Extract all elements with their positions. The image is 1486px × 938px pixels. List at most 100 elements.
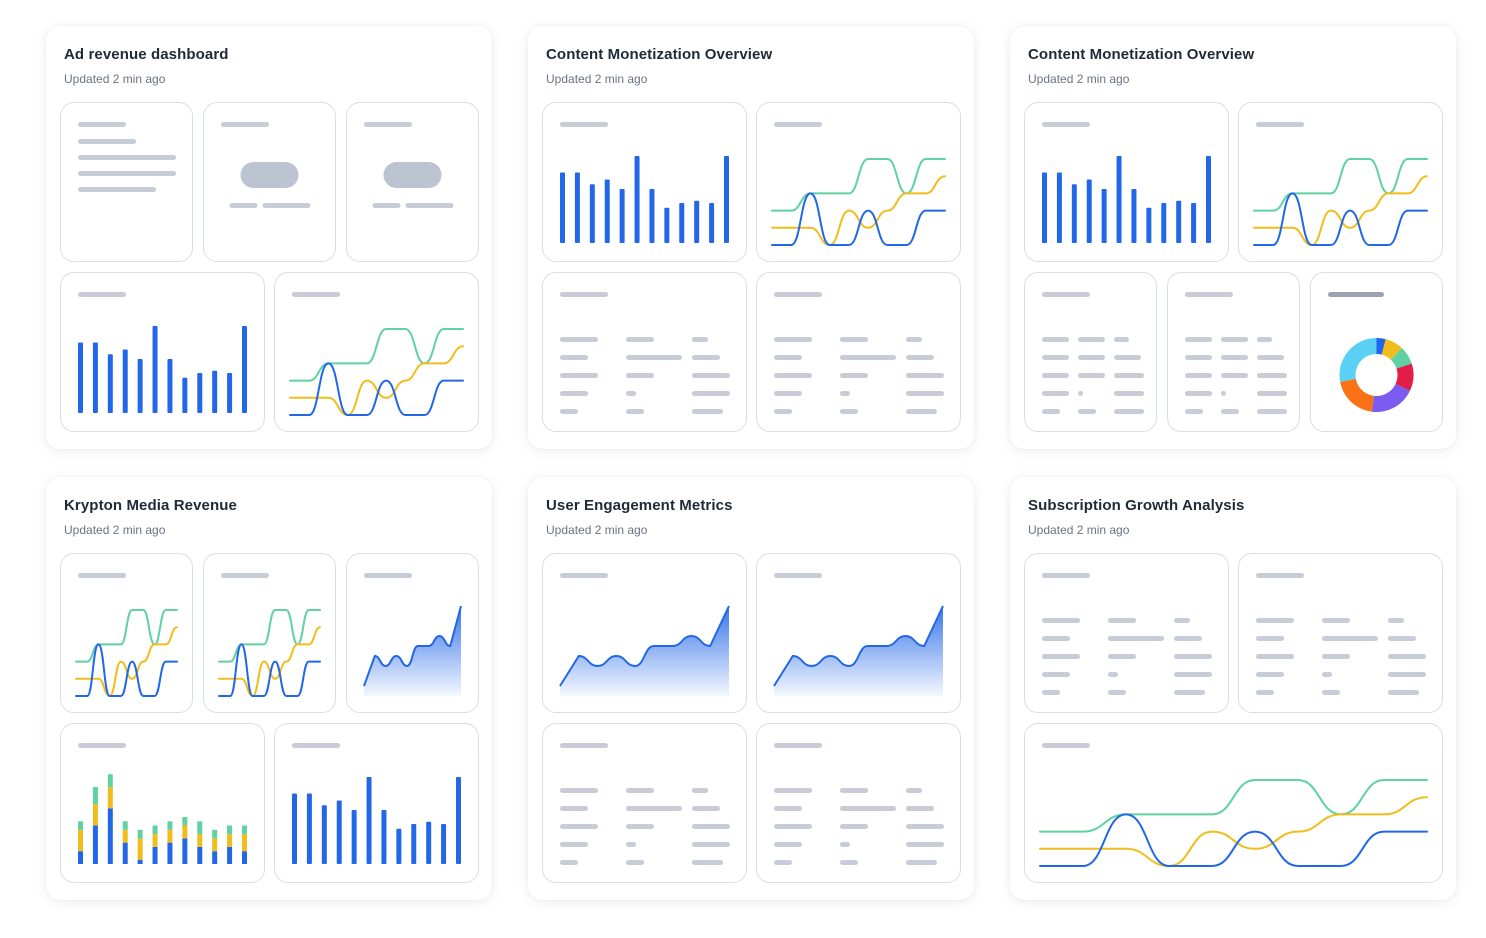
bar [381,809,387,864]
bar [212,370,218,413]
table-cell-placeholder [906,373,944,378]
table-cell-placeholder [692,788,708,793]
table-cell-placeholder [774,373,812,378]
table-cell-placeholder [1042,337,1069,342]
widget-title-placeholder [774,292,822,297]
line-series [218,643,321,697]
line-series [289,345,464,416]
widget-title-placeholder [1042,573,1090,578]
table-cell-placeholder [1185,373,1212,378]
bar [634,156,640,243]
table-widget [756,723,961,883]
bar [182,377,188,413]
table-cell-placeholder [1221,373,1248,378]
table-cell-placeholder [1042,409,1060,414]
table-cell-placeholder [906,806,934,811]
bar [306,793,312,864]
table-cell-placeholder [1114,337,1129,342]
bar-segment [78,829,83,852]
table-cell-placeholder [1108,654,1136,659]
table-widget [542,723,747,883]
bar [1056,172,1062,243]
bar [1176,200,1182,243]
table-cell-placeholder [692,409,723,414]
table-cell-placeholder [1108,618,1136,623]
bar-segment [78,821,83,830]
bar-segment [92,787,98,805]
dashboard-card[interactable]: Ad revenue dashboard Updated 2 min ago [46,26,492,449]
dashboard-card[interactable]: Subscription Growth Analysis Updated 2 m… [1010,477,1456,900]
table-cell-placeholder [560,824,598,829]
card-title: User Engagement Metrics [546,497,733,514]
bar [456,777,461,864]
table-cell-placeholder [692,860,723,865]
bar-segment [167,829,173,843]
table-widget [1024,272,1157,432]
donut-slice [1371,383,1410,412]
table-cell-placeholder [560,860,578,865]
bar [1131,188,1137,243]
line-chart-widget [274,272,479,432]
dashboard-card[interactable]: User Engagement Metrics Updated 2 min ag… [528,477,974,900]
table-cell-placeholder [1108,636,1164,641]
bar-segment [212,838,218,852]
bar-segment [197,834,203,847]
bar [604,179,610,243]
bar-segment [107,808,113,864]
widget-title-placeholder [560,743,608,748]
table-cell-placeholder [774,355,802,360]
table-cell-placeholder [1257,409,1287,414]
bar-segment [78,851,83,864]
area-chart-widget [542,553,747,713]
bar [351,809,357,864]
line-series [218,609,321,663]
table-cell-placeholder [1257,391,1287,396]
table-cell-placeholder [1042,373,1069,378]
bar-segment [137,838,143,860]
card-title: Ad revenue dashboard [64,46,229,63]
table-cell-placeholder [626,409,644,414]
bar-segment [152,846,158,864]
table-cell-placeholder [840,860,858,865]
bar [197,373,203,413]
table-cell-placeholder [1078,337,1105,342]
dashboard-card[interactable]: Krypton Media Revenue Updated 2 min ago [46,477,492,900]
table-cell-placeholder [1078,355,1105,360]
bar [1101,188,1107,243]
table-cell-placeholder [906,355,934,360]
dashboard-card[interactable]: Content Monetization Overview Updated 2 … [1010,26,1456,449]
table-cell-placeholder [1185,409,1203,414]
widget-title-placeholder [1328,292,1384,297]
table-cell-placeholder [1185,337,1212,342]
donut-slice [1376,338,1386,355]
line-series [771,175,946,246]
text-line-placeholder [78,187,156,192]
line-series [1253,158,1428,212]
donut-slice [1390,348,1412,369]
bar-chart-widget [60,272,265,432]
table-cell-placeholder [840,788,868,793]
bar [1116,156,1122,243]
card-updated-time: Updated 2 min ago [64,523,166,537]
widget-title-placeholder [221,573,269,578]
kpi-label-placeholder [229,203,258,208]
table-cell-placeholder [1256,654,1294,659]
text-line-placeholder [78,155,176,160]
bar [619,188,625,243]
table-cell-placeholder [692,355,720,360]
table-cell-placeholder [1078,373,1105,378]
table-widget [1167,272,1300,432]
table-cell-placeholder [1114,409,1144,414]
table-cell-placeholder [774,337,812,342]
bar-segment [107,787,113,809]
dashboard-card[interactable]: Content Monetization Overview Updated 2 … [528,26,974,449]
table-cell-placeholder [906,860,937,865]
line-series [289,362,464,416]
table-cell-placeholder [906,337,922,342]
bar-chart-widget [1024,102,1229,262]
table-cell-placeholder [774,409,792,414]
bar [724,156,729,243]
table-cell-placeholder [560,842,588,847]
table-cell-placeholder [560,788,598,793]
table-cell-placeholder [626,373,654,378]
